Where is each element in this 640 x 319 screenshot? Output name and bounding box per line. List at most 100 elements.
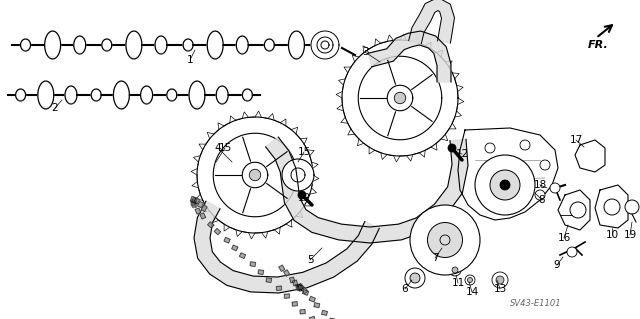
Text: 13: 13: [493, 284, 507, 294]
Polygon shape: [45, 31, 61, 59]
Polygon shape: [243, 89, 252, 101]
Circle shape: [249, 169, 260, 181]
Polygon shape: [330, 318, 335, 319]
Polygon shape: [20, 39, 31, 51]
Circle shape: [467, 278, 472, 283]
Text: 17: 17: [570, 135, 582, 145]
Polygon shape: [167, 89, 177, 101]
Polygon shape: [368, 31, 451, 82]
Polygon shape: [239, 253, 246, 258]
Polygon shape: [141, 86, 152, 104]
Circle shape: [490, 170, 520, 200]
Polygon shape: [289, 31, 305, 59]
Polygon shape: [192, 202, 196, 207]
Polygon shape: [250, 262, 255, 266]
Circle shape: [405, 268, 425, 288]
Polygon shape: [207, 31, 223, 59]
Circle shape: [448, 144, 456, 152]
Polygon shape: [198, 201, 204, 208]
Polygon shape: [65, 86, 77, 104]
Polygon shape: [194, 197, 200, 204]
Polygon shape: [309, 316, 315, 319]
Polygon shape: [284, 294, 289, 298]
Circle shape: [485, 143, 495, 153]
Polygon shape: [309, 296, 316, 302]
Polygon shape: [290, 277, 295, 283]
Polygon shape: [189, 81, 205, 109]
Polygon shape: [214, 228, 221, 235]
Polygon shape: [191, 198, 197, 204]
Text: 1: 1: [187, 55, 193, 65]
Text: 11: 11: [451, 278, 465, 288]
Polygon shape: [236, 36, 248, 54]
Text: 2: 2: [52, 103, 58, 113]
Text: 6: 6: [402, 284, 408, 294]
Polygon shape: [387, 85, 413, 111]
Polygon shape: [314, 303, 319, 308]
Text: SV43-E1101: SV43-E1101: [510, 299, 562, 308]
Polygon shape: [183, 39, 193, 51]
Polygon shape: [155, 36, 167, 54]
Polygon shape: [301, 287, 308, 293]
Polygon shape: [102, 39, 112, 51]
Polygon shape: [311, 31, 339, 59]
Circle shape: [449, 264, 461, 276]
Text: 18: 18: [533, 180, 547, 190]
Text: 12: 12: [298, 193, 310, 203]
Polygon shape: [276, 286, 282, 290]
Circle shape: [298, 191, 306, 199]
Text: 3: 3: [362, 47, 368, 57]
Polygon shape: [282, 159, 314, 191]
Polygon shape: [558, 190, 590, 230]
Circle shape: [410, 273, 420, 283]
Circle shape: [540, 160, 550, 170]
Polygon shape: [201, 205, 207, 211]
Polygon shape: [300, 310, 305, 314]
Polygon shape: [296, 284, 300, 290]
Circle shape: [492, 272, 508, 288]
Circle shape: [410, 205, 480, 275]
Polygon shape: [38, 81, 54, 109]
Text: 16: 16: [557, 233, 571, 243]
Polygon shape: [342, 40, 458, 156]
Polygon shape: [298, 285, 303, 291]
Circle shape: [500, 180, 510, 190]
Polygon shape: [92, 89, 101, 101]
Polygon shape: [264, 39, 275, 51]
Text: 10: 10: [605, 230, 619, 240]
Polygon shape: [595, 185, 628, 228]
Text: 4: 4: [214, 143, 221, 153]
Polygon shape: [207, 222, 214, 228]
Circle shape: [604, 199, 620, 215]
Polygon shape: [197, 117, 313, 233]
Text: 14: 14: [465, 287, 479, 297]
Circle shape: [394, 92, 406, 104]
Polygon shape: [266, 278, 271, 283]
Polygon shape: [243, 162, 268, 188]
Circle shape: [520, 140, 530, 150]
Polygon shape: [126, 31, 142, 59]
Polygon shape: [284, 270, 290, 276]
Circle shape: [535, 190, 545, 200]
Polygon shape: [409, 0, 454, 44]
Text: 12: 12: [456, 149, 468, 159]
Text: 15: 15: [298, 147, 310, 157]
Polygon shape: [303, 290, 308, 295]
Polygon shape: [297, 285, 301, 291]
Polygon shape: [266, 137, 468, 243]
Polygon shape: [322, 310, 327, 315]
Polygon shape: [216, 86, 228, 104]
Polygon shape: [292, 302, 298, 306]
Circle shape: [475, 155, 535, 215]
Polygon shape: [113, 81, 129, 109]
Circle shape: [428, 222, 463, 257]
Polygon shape: [194, 201, 380, 293]
Polygon shape: [298, 284, 304, 290]
Circle shape: [570, 202, 586, 218]
Polygon shape: [191, 200, 195, 205]
Polygon shape: [575, 140, 605, 172]
Polygon shape: [258, 270, 264, 274]
Circle shape: [550, 183, 560, 193]
Text: FR.: FR.: [588, 40, 609, 50]
Circle shape: [496, 276, 504, 284]
